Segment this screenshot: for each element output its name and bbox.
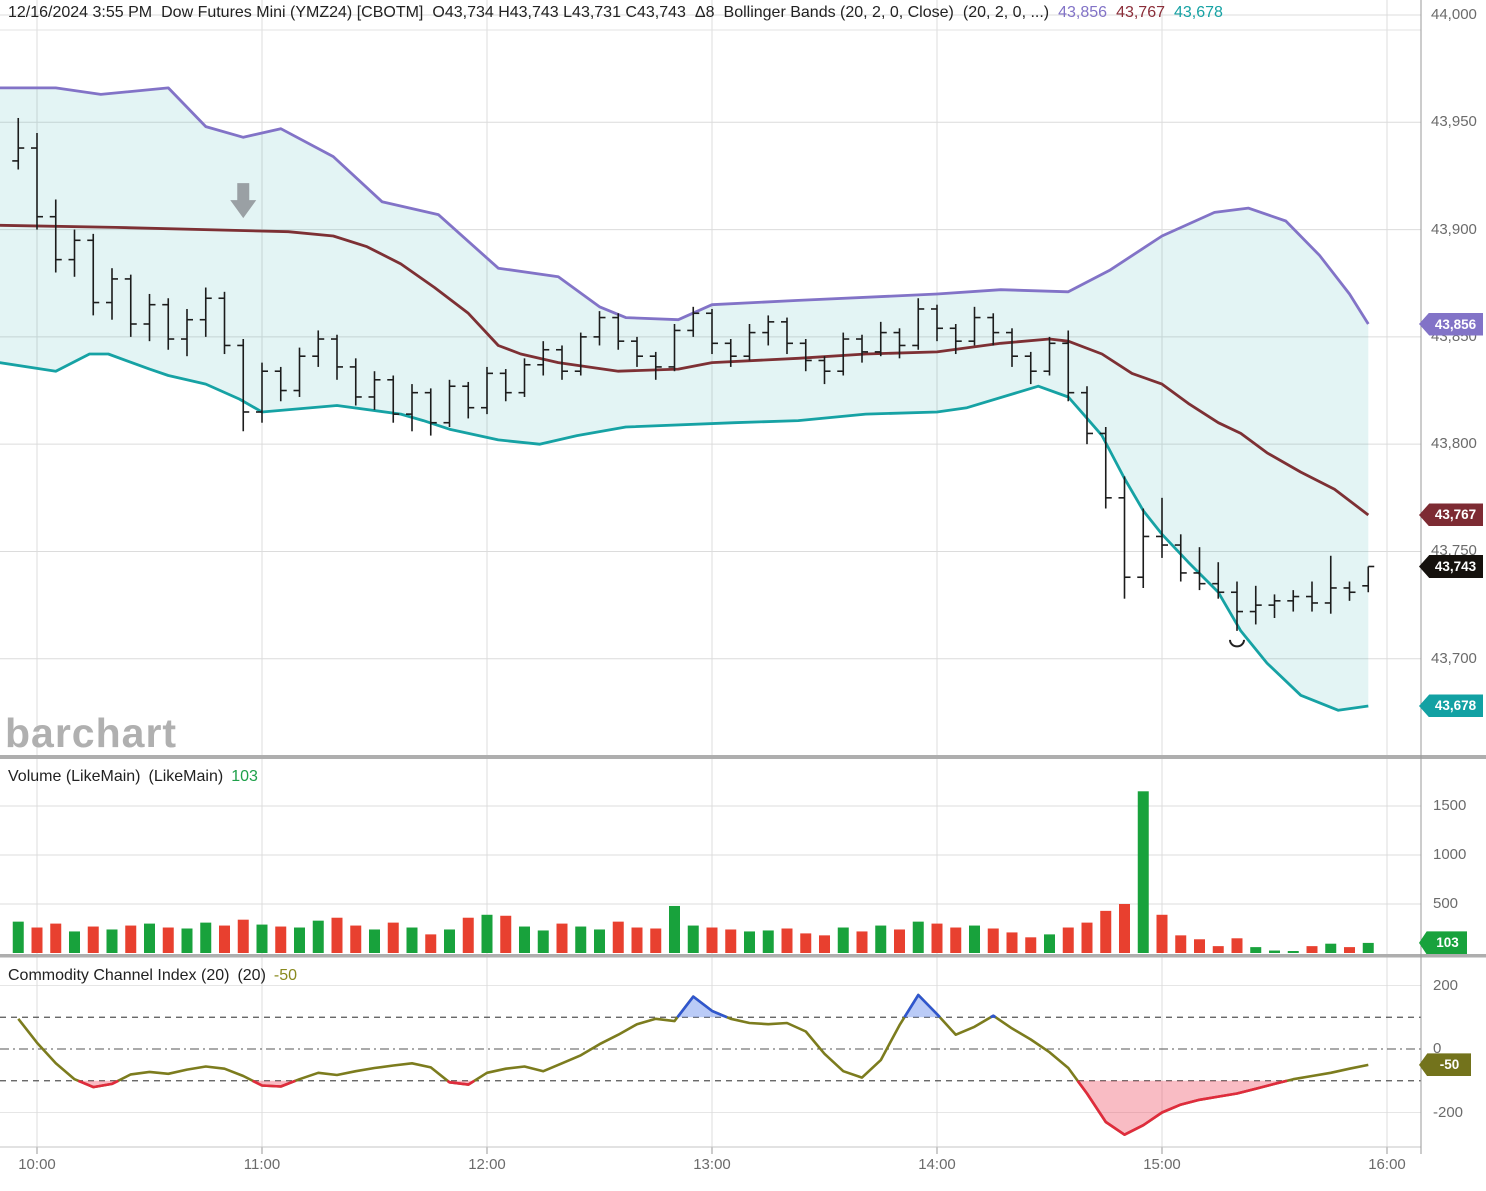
volume-title-text: Volume (LikeMain) <box>8 768 141 785</box>
volume-panel-title: Volume (LikeMain) (LikeMain) 103 <box>8 768 266 786</box>
bollinger-fill <box>0 87 1369 711</box>
time-tick-label: 12:00 <box>468 1156 506 1173</box>
volume-tick-label: 500 <box>1433 895 1459 912</box>
low-marker-icon <box>1229 639 1245 648</box>
badge-upper-band: 43,856 <box>1419 312 1483 336</box>
cci-title-text: Commodity Channel Index (20) <box>8 967 230 984</box>
chart-header: 12/16/2024 3:55 PM Dow Futures Mini (YMZ2… <box>8 4 1232 22</box>
time-tick-label: 14:00 <box>918 1156 956 1173</box>
sell-arrow-icon <box>230 183 257 219</box>
volume-tick-label: 1500 <box>1433 797 1467 814</box>
header-datetime: 12/16/2024 3:55 PM <box>8 4 153 21</box>
badge-volume: 103 <box>1419 931 1467 955</box>
badge-last-close: 43,743 <box>1419 554 1483 578</box>
cci-tick-label: 0 <box>1433 1040 1442 1057</box>
price-tick-label: 43,700 <box>1431 649 1477 667</box>
time-tick-label: 16:00 <box>1368 1156 1406 1173</box>
volume-tick-label: 1000 <box>1433 846 1467 863</box>
time-tick-label: 15:00 <box>1143 1156 1181 1173</box>
header-delta: Δ8 <box>694 4 715 21</box>
badge-middle-band: 43,767 <box>1419 503 1483 527</box>
barchart-watermark: barchart <box>5 710 178 756</box>
cci-tick-label: 200 <box>1433 976 1459 994</box>
cci-panel-title: Commodity Channel Index (20) (20) -50 <box>8 967 305 985</box>
price-tick-label: 43,900 <box>1431 220 1477 238</box>
time-tick-label: 13:00 <box>693 1156 731 1173</box>
header-lower-band-value: 43,678 <box>1174 4 1223 21</box>
volume-last-value: 103 <box>231 768 258 785</box>
header-symbol: Dow Futures Mini (YMZ24) [CBOTM] <box>161 4 424 21</box>
time-tick-label: 11:00 <box>243 1156 281 1173</box>
cci-title-params: (20) <box>237 967 266 984</box>
bollinger-middle-line <box>0 223 1370 517</box>
badge-lower-band: 43,678 <box>1419 694 1483 718</box>
header-study-params: (20, 2, 0, ...) <box>962 4 1050 21</box>
badge-cci: -50 <box>1419 1053 1471 1077</box>
cci-tick-label: -200 <box>1433 1103 1464 1121</box>
time-tick-label: 10:00 <box>18 1156 56 1173</box>
price-tick-label: 44,000 <box>1431 5 1477 23</box>
cci-last-value: -50 <box>273 967 298 984</box>
header-middle-band-value: 43,767 <box>1116 4 1165 21</box>
header-ohlc: O43,734 H43,743 L43,731 C43,743 <box>432 4 686 21</box>
volume-title-params: (LikeMain) <box>148 768 224 785</box>
bollinger-lower-line <box>0 352 1369 712</box>
header-study: Bollinger Bands (20, 2, 0, Close) <box>723 4 954 21</box>
bollinger-upper-line <box>0 86 1370 325</box>
price-tick-label: 43,800 <box>1431 435 1477 453</box>
header-upper-band-value: 43,856 <box>1058 4 1108 21</box>
price-tick-label: 43,950 <box>1431 113 1477 131</box>
